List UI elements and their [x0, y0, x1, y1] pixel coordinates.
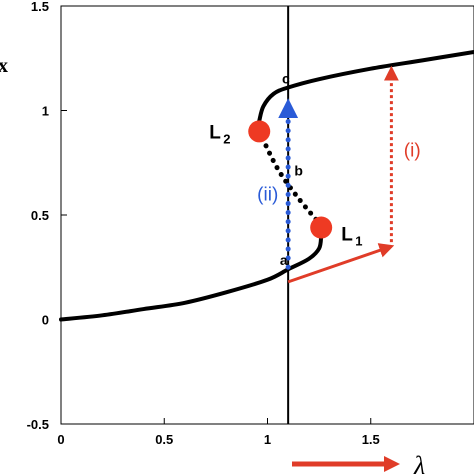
marker-label-sub: 2 [223, 131, 230, 146]
x-tick-label: 1.5 [362, 432, 380, 447]
annotation-label: (ii) [257, 184, 278, 205]
red-solid-arrow [287, 243, 395, 284]
annotation-group: (i) (ii) [257, 140, 421, 205]
y-tick-label: 0.5 [31, 208, 49, 223]
x-tick-label: 1 [264, 432, 271, 447]
marker-group: L 2L 1 [209, 120, 362, 249]
point-label-a: a [280, 252, 288, 268]
y-tick-label: 1 [42, 104, 49, 119]
y-axis-label: x [0, 55, 8, 77]
y-tick-label: 1.5 [31, 0, 49, 14]
series-group [59, 49, 474, 322]
plot-frame [60, 5, 474, 425]
y-tick-label: -0.5 [27, 417, 49, 432]
marker-L1 [310, 216, 333, 239]
marker-label: L [209, 122, 221, 143]
series-solid-2 [257, 49, 474, 123]
arrow-group [278, 65, 399, 284]
marker-label-sub: 1 [355, 234, 362, 249]
point-label-c: c [282, 70, 290, 86]
series-dashed-1 [256, 128, 324, 228]
y-tick-label: 0 [42, 313, 49, 328]
series-solid-0 [59, 233, 324, 322]
y-axis-ticks: -0.5 0 0.5 1 1.5 [27, 0, 67, 432]
x-axis-arrowhead [384, 456, 400, 472]
marker-label: L [341, 225, 353, 246]
point-label-b: b [294, 162, 303, 178]
x-tick-label: 0.5 [155, 432, 173, 447]
x-axis-label: λ [413, 451, 425, 474]
annotation-label: (i) [404, 140, 421, 161]
label-group: a b c [280, 70, 303, 268]
marker-L2 [248, 120, 271, 143]
x-axis-ticks: 0 0.5 1 1.5 [57, 418, 380, 447]
x-tick-label: 0 [57, 432, 64, 447]
